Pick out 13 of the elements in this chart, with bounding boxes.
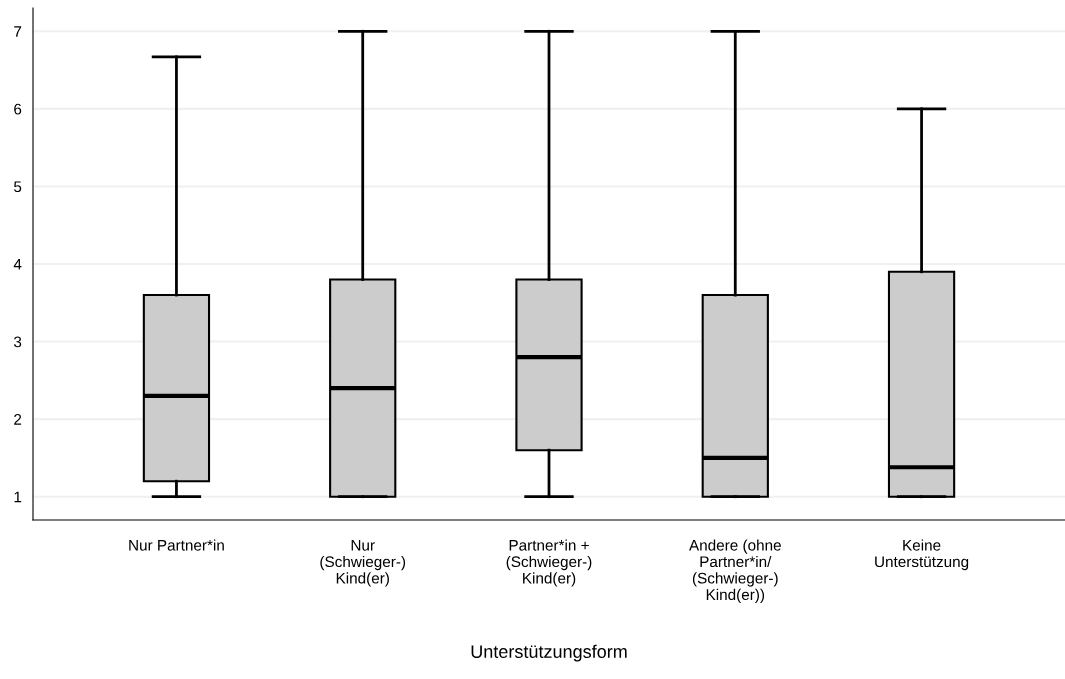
- x-tick-label: Partner*in + (Schwieger-) Kind(er): [506, 539, 592, 587]
- x-tick-label: Nur Partner*in: [129, 539, 224, 551]
- x-tick-label: Keine Unterstützung: [875, 539, 969, 571]
- x-tick-label: Nur (Schwieger-) Kind(er): [320, 540, 406, 587]
- y-tick-label: 4: [13, 259, 22, 270]
- y-tick-label: 1: [14, 491, 22, 503]
- y-tick-label: 6: [14, 103, 22, 115]
- y-tick-label: 5: [14, 181, 22, 193]
- x-tick-label: Andere (ohne Partner*in/ (Schwieger-) Kind(er)): [689, 539, 781, 604]
- y-tick-label: 2: [14, 414, 22, 425]
- x-axis-title: Unterstützungsform: [471, 644, 627, 662]
- y-tick-label: 3: [13, 336, 22, 348]
- y-tick-label: 7: [14, 26, 22, 37]
